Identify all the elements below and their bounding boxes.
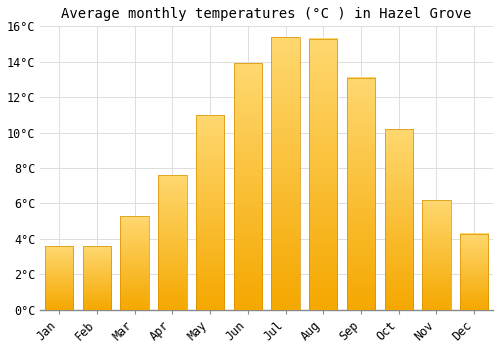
- Bar: [309, 39, 338, 310]
- Bar: [384, 129, 413, 310]
- Bar: [45, 246, 74, 310]
- Bar: [196, 115, 224, 310]
- Bar: [460, 233, 488, 310]
- Bar: [158, 175, 186, 310]
- Bar: [272, 37, 299, 310]
- Bar: [120, 216, 149, 310]
- Title: Average monthly temperatures (°C ) in Hazel Grove: Average monthly temperatures (°C ) in Ha…: [62, 7, 472, 21]
- Bar: [83, 246, 111, 310]
- Bar: [422, 200, 450, 310]
- Bar: [234, 63, 262, 310]
- Bar: [347, 78, 375, 310]
